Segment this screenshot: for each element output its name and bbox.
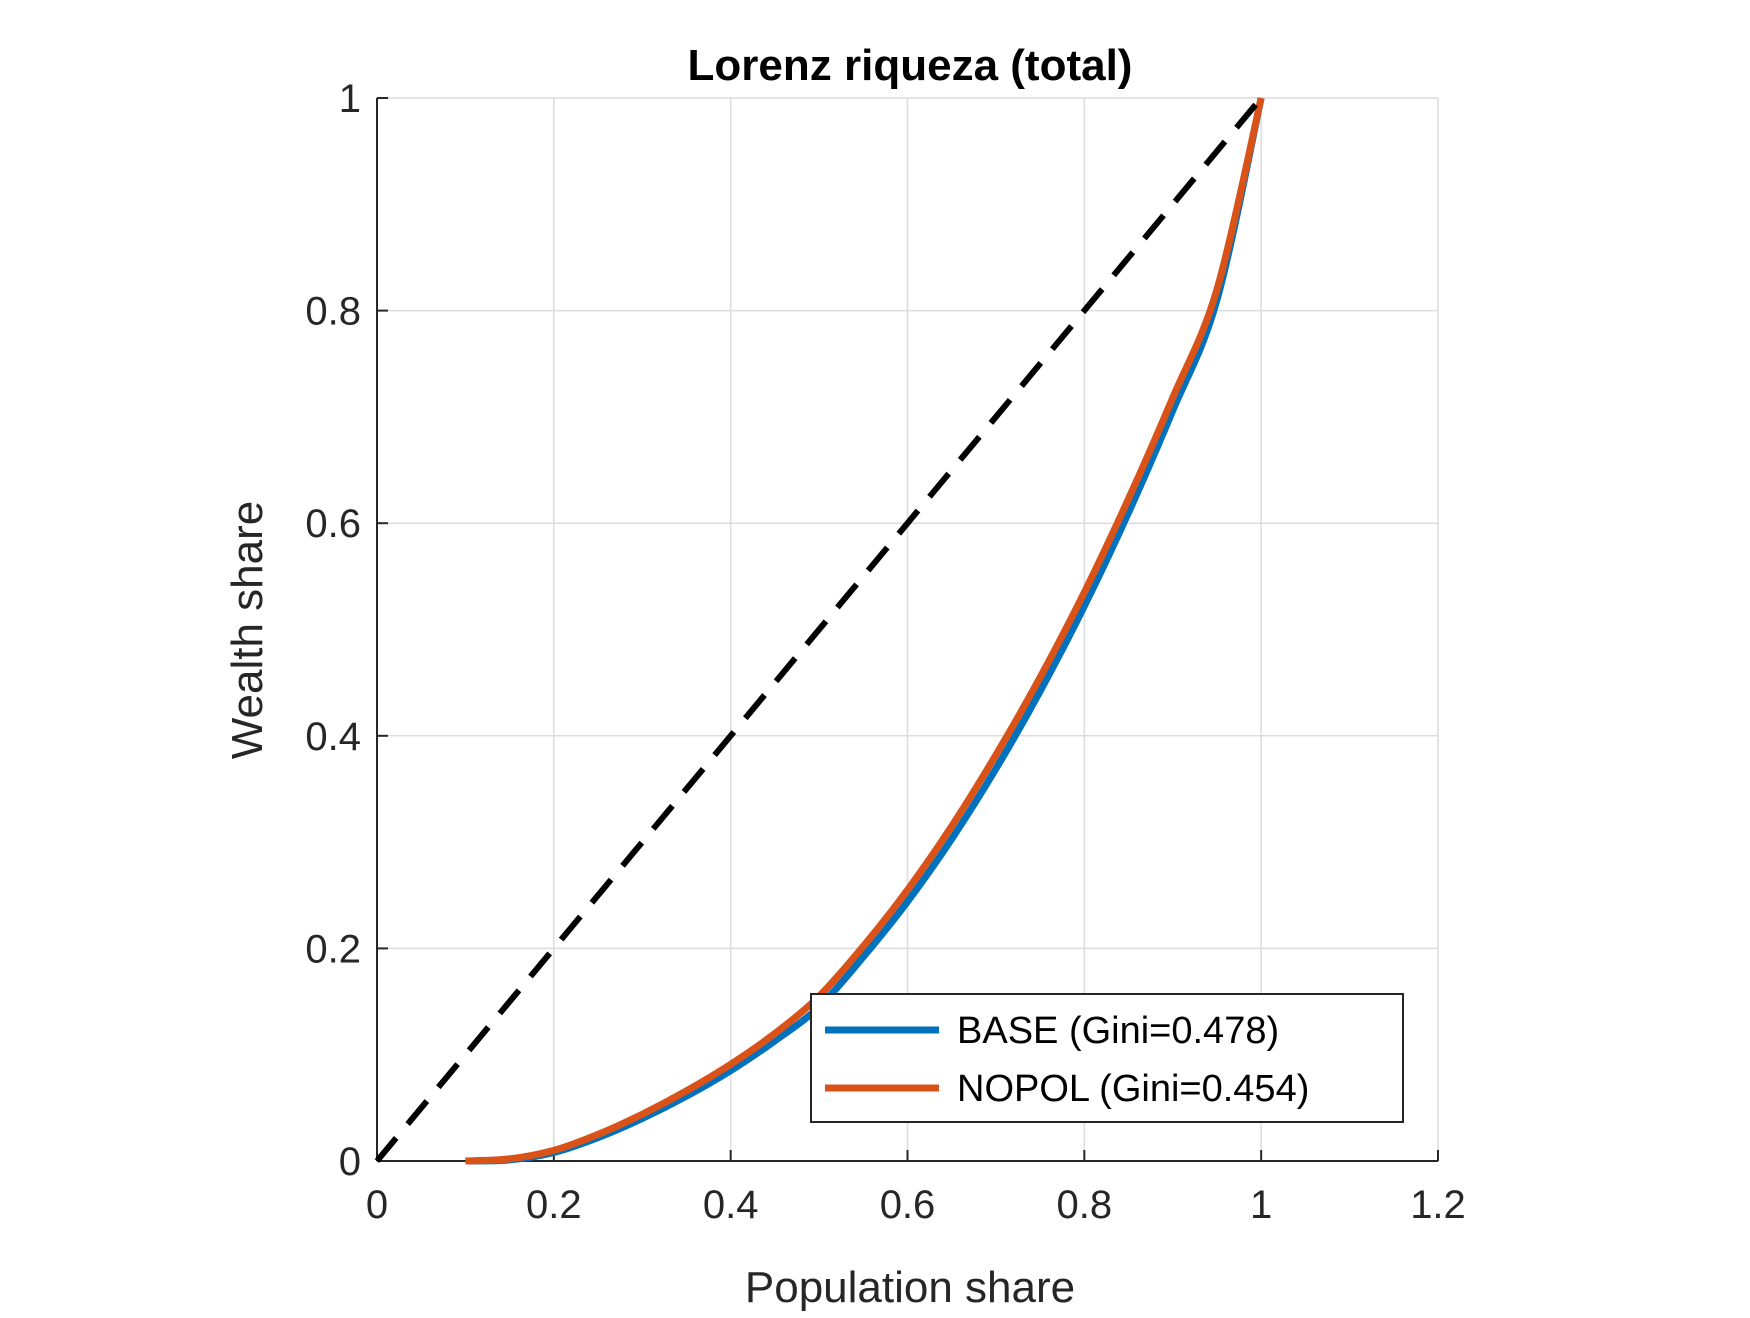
x-tick-label: 0.4 — [703, 1183, 759, 1227]
y-tick-label: 0.2 — [305, 927, 361, 971]
y-tick-label: 1 — [339, 77, 361, 121]
plot-area — [374, 96, 1265, 1165]
legend-label: NOPOL (Gini=0.454) — [957, 1068, 1309, 1110]
x-tick-label: 0.2 — [526, 1183, 582, 1227]
y-axis-title: Wealth share — [223, 501, 272, 759]
x-tick-label: 0 — [366, 1183, 388, 1227]
x-tick-label: 0.8 — [1057, 1183, 1113, 1227]
y-tick-label: 0.8 — [305, 290, 361, 334]
y-tick-label: 0.6 — [305, 502, 361, 546]
equality-line — [374, 96, 1264, 1163]
chart-title: Lorenz riqueza (total) — [688, 41, 1133, 90]
series-line-nopol — [465, 97, 1265, 1165]
legend-label: BASE (Gini=0.478) — [957, 1010, 1279, 1052]
x-tick-label: 0.6 — [880, 1183, 936, 1227]
x-tick-label: 1 — [1250, 1183, 1272, 1227]
legend: BASE (Gini=0.478) NOPOL (Gini=0.454) — [810, 993, 1404, 1123]
y-tick-label: 0.4 — [305, 715, 361, 759]
legend-box — [810, 993, 1404, 1123]
x-axis-title: Population share — [745, 1263, 1075, 1312]
axes: 0 0.2 0.4 0.6 0.8 1 1.2 0 0.2 0.4 0.6 0.8 1 — [305, 77, 1465, 1227]
y-tick-label: 0 — [339, 1140, 361, 1184]
x-tick-label: 1.2 — [1410, 1183, 1466, 1227]
